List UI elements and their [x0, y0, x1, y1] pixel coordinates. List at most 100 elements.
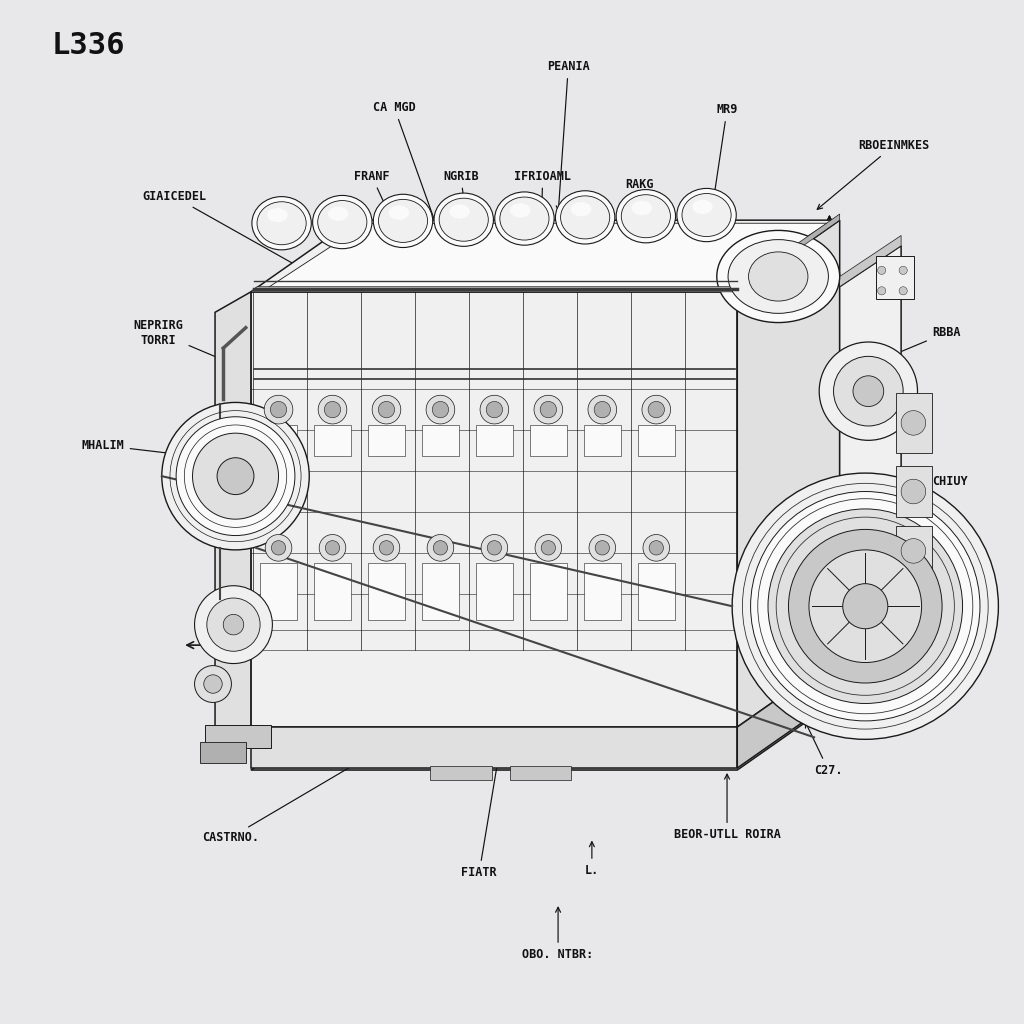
Circle shape — [649, 541, 664, 555]
Circle shape — [843, 584, 888, 629]
Text: RBBA: RBBA — [864, 327, 961, 368]
Polygon shape — [737, 214, 840, 292]
Text: NGRIB: NGRIB — [443, 170, 478, 252]
Ellipse shape — [632, 201, 652, 215]
Bar — [260, 563, 297, 620]
Text: COVMSUA: COVMSUA — [814, 662, 864, 715]
Text: L.: L. — [585, 842, 599, 877]
Polygon shape — [205, 725, 271, 748]
Circle shape — [487, 541, 502, 555]
Text: OBO. NTBR:: OBO. NTBR: — [522, 907, 594, 961]
Polygon shape — [737, 220, 840, 727]
Circle shape — [595, 541, 609, 555]
Circle shape — [486, 401, 503, 418]
Text: PEANIA: PEANIA — [547, 60, 590, 211]
Ellipse shape — [728, 240, 828, 313]
Circle shape — [426, 395, 455, 424]
Polygon shape — [896, 466, 932, 517]
Text: RBOEINMKES: RBOEINMKES — [817, 139, 930, 209]
Text: FRANF: FRANF — [354, 170, 408, 254]
Ellipse shape — [379, 200, 428, 243]
Ellipse shape — [257, 202, 306, 245]
Circle shape — [535, 535, 561, 561]
Text: NEPRIRG
TORRI: NEPRIRG TORRI — [134, 318, 252, 373]
Polygon shape — [251, 292, 737, 727]
Circle shape — [809, 550, 922, 663]
Ellipse shape — [717, 230, 840, 323]
Circle shape — [901, 411, 926, 435]
Text: GIAICEDEL: GIAICEDEL — [142, 190, 335, 287]
Circle shape — [541, 401, 557, 418]
Circle shape — [480, 395, 509, 424]
Bar — [314, 425, 351, 456]
Ellipse shape — [252, 197, 311, 250]
Circle shape — [878, 266, 886, 274]
Text: CA MGD: CA MGD — [373, 101, 444, 247]
Circle shape — [373, 535, 399, 561]
Ellipse shape — [495, 191, 554, 245]
Ellipse shape — [616, 189, 676, 243]
Bar — [530, 563, 567, 620]
Circle shape — [427, 535, 454, 561]
Circle shape — [176, 417, 295, 536]
Ellipse shape — [317, 201, 367, 244]
Text: BEOR-UTLL ROIRA: BEOR-UTLL ROIRA — [674, 774, 780, 841]
Ellipse shape — [389, 206, 410, 220]
Bar — [638, 563, 675, 620]
Bar — [584, 563, 621, 620]
Text: ROR:: ROR: — [897, 544, 961, 557]
Circle shape — [326, 541, 340, 555]
Ellipse shape — [500, 197, 549, 240]
Text: IFRIOAML: IFRIOAML — [514, 170, 571, 244]
Circle shape — [193, 433, 279, 519]
Ellipse shape — [510, 203, 530, 217]
Circle shape — [162, 402, 309, 550]
Polygon shape — [205, 410, 236, 532]
Circle shape — [751, 492, 980, 721]
Polygon shape — [840, 614, 891, 666]
Ellipse shape — [692, 200, 713, 214]
Circle shape — [899, 287, 907, 295]
Ellipse shape — [450, 205, 470, 219]
Ellipse shape — [622, 195, 671, 238]
Circle shape — [265, 535, 292, 561]
Polygon shape — [840, 236, 901, 287]
Polygon shape — [896, 526, 932, 575]
Polygon shape — [266, 223, 827, 289]
Circle shape — [535, 395, 563, 424]
Circle shape — [195, 666, 231, 702]
Polygon shape — [251, 698, 840, 770]
Bar — [638, 425, 675, 456]
Bar — [260, 425, 297, 456]
Ellipse shape — [570, 202, 591, 216]
Ellipse shape — [312, 196, 372, 249]
Circle shape — [379, 541, 393, 555]
Circle shape — [853, 376, 884, 407]
Text: C27.: C27. — [806, 723, 843, 776]
Circle shape — [732, 473, 998, 739]
Polygon shape — [200, 742, 246, 763]
Bar — [476, 563, 513, 620]
Circle shape — [481, 535, 508, 561]
Text: L'L: L'L — [819, 216, 840, 252]
Bar — [422, 563, 459, 620]
Bar — [876, 256, 914, 299]
Bar — [314, 563, 351, 620]
Bar — [430, 766, 492, 780]
Circle shape — [432, 401, 449, 418]
Polygon shape — [215, 292, 251, 748]
Text: CHIUY: CHIUY — [883, 475, 968, 490]
Circle shape — [901, 479, 926, 504]
Bar — [476, 425, 513, 456]
Polygon shape — [840, 246, 901, 655]
Circle shape — [271, 541, 286, 555]
Circle shape — [541, 541, 555, 555]
Circle shape — [325, 401, 341, 418]
Ellipse shape — [749, 252, 808, 301]
Circle shape — [372, 395, 400, 424]
Bar — [368, 563, 404, 620]
Circle shape — [588, 395, 616, 424]
Circle shape — [768, 509, 963, 703]
Ellipse shape — [677, 188, 736, 242]
Polygon shape — [251, 220, 840, 292]
